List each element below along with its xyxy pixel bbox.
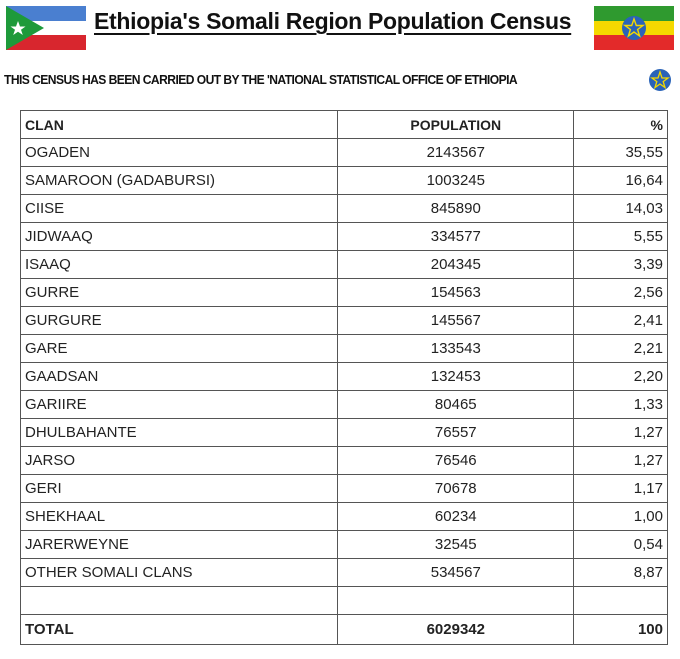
cell-clan: SAMAROON (GADABURSI) [19,166,339,195]
cell-population: 60234 [337,502,575,531]
cell-clan: GURGURE [19,306,339,335]
cell-clan: JARSO [19,446,339,475]
cell-clan: GARE [19,334,339,363]
table-row: DHULBAHANTE 76557 1,27 [19,418,668,447]
cell-percent: 5,55 [573,222,668,251]
total-row: TOTAL 6029342 100 [19,614,668,645]
cell-clan: ISAAQ [19,250,339,279]
cell-population: 70678 [337,474,575,503]
table-row: SAMAROON (GADABURSI) 1003245 16,64 [19,166,668,195]
cell-percent: 3,39 [573,250,668,279]
cell-population: 334577 [337,222,575,251]
header-percent: % [573,110,668,139]
cell-percent: 8,87 [573,558,668,587]
table-row: SHEKHAAL 60234 1,00 [19,502,668,531]
table-row: OGADEN 2143567 35,55 [19,138,668,167]
table-row: GURGURE 145567 2,41 [19,306,668,335]
table-header-row: CLAN POPULATION % [19,110,668,139]
total-percent: 100 [573,614,668,645]
cell-clan: GURRE [19,278,339,307]
ethiopia-emblem-icon [649,69,671,91]
cell-percent: 35,55 [573,138,668,167]
table-row: JARSO 76546 1,27 [19,446,668,475]
ethiopia-flag-icon [594,6,674,50]
cell-percent: 1,33 [573,390,668,419]
cell-percent: 2,20 [573,362,668,391]
cell-clan: OTHER SOMALI CLANS [19,558,339,587]
cell-population: 145567 [337,306,575,335]
cell-percent: 1,00 [573,502,668,531]
cell-clan: JIDWAAQ [19,222,339,251]
table-row: CIISE 845890 14,03 [19,194,668,223]
cell-population: 154563 [337,278,575,307]
table-row: ISAAQ 204345 3,39 [19,250,668,279]
cell-population: 132453 [337,362,575,391]
cell-population: 1003245 [337,166,575,195]
table-row: JARERWEYNE 32545 0,54 [19,530,668,559]
header-population: POPULATION [337,110,575,139]
cell-population: 845890 [337,194,575,223]
table-row: OTHER SOMALI CLANS 534567 8,87 [19,558,668,587]
cell-percent: 1,27 [573,446,668,475]
cell-population: 32545 [337,530,575,559]
table-row: GERI 70678 1,17 [19,474,668,503]
total-population: 6029342 [337,614,575,645]
cell-clan: DHULBAHANTE [19,418,339,447]
cell-clan: SHEKHAAL [19,502,339,531]
cell-clan: GERI [19,474,339,503]
total-label: TOTAL [19,614,339,645]
blank-row [19,586,668,615]
cell-population: 2143567 [337,138,575,167]
cell-population: 80465 [337,390,575,419]
table-row: JIDWAAQ 334577 5,55 [19,222,668,251]
cell-population: 204345 [337,250,575,279]
table-row: GARIIRE 80465 1,33 [19,390,668,419]
cell-population: 133543 [337,334,575,363]
cell-percent: 16,64 [573,166,668,195]
header-clan: CLAN [19,110,339,139]
cell-clan: GARIIRE [19,390,339,419]
cell-population: 534567 [337,558,575,587]
cell-clan: CIISE [19,194,339,223]
cell-percent: 2,41 [573,306,668,335]
population-table: CLAN POPULATION % OGADEN 2143567 35,55 SAMA… [19,110,668,645]
cell-percent: 1,27 [573,418,668,447]
table-row: GARE 133543 2,21 [19,334,668,363]
table-row: GURRE 154563 2,56 [19,278,668,307]
cell-population: 76546 [337,446,575,475]
cell-clan: JARERWEYNE [19,530,339,559]
somali-region-flag-icon [6,6,86,50]
cell-percent: 2,21 [573,334,668,363]
table-row: GAADSAN 132453 2,20 [19,362,668,391]
cell-percent: 14,03 [573,194,668,223]
cell-percent: 2,56 [573,278,668,307]
cell-clan: OGADEN [19,138,339,167]
cell-clan: GAADSAN [19,362,339,391]
cell-population: 76557 [337,418,575,447]
cell-percent: 0,54 [573,530,668,559]
cell-percent: 1,17 [573,474,668,503]
page-title: Ethiopia's Somali Region Population Cens… [94,8,572,34]
census-source-note: THIS CENSUS HAS BEEN CARRIED OUT BY THE … [4,72,518,87]
